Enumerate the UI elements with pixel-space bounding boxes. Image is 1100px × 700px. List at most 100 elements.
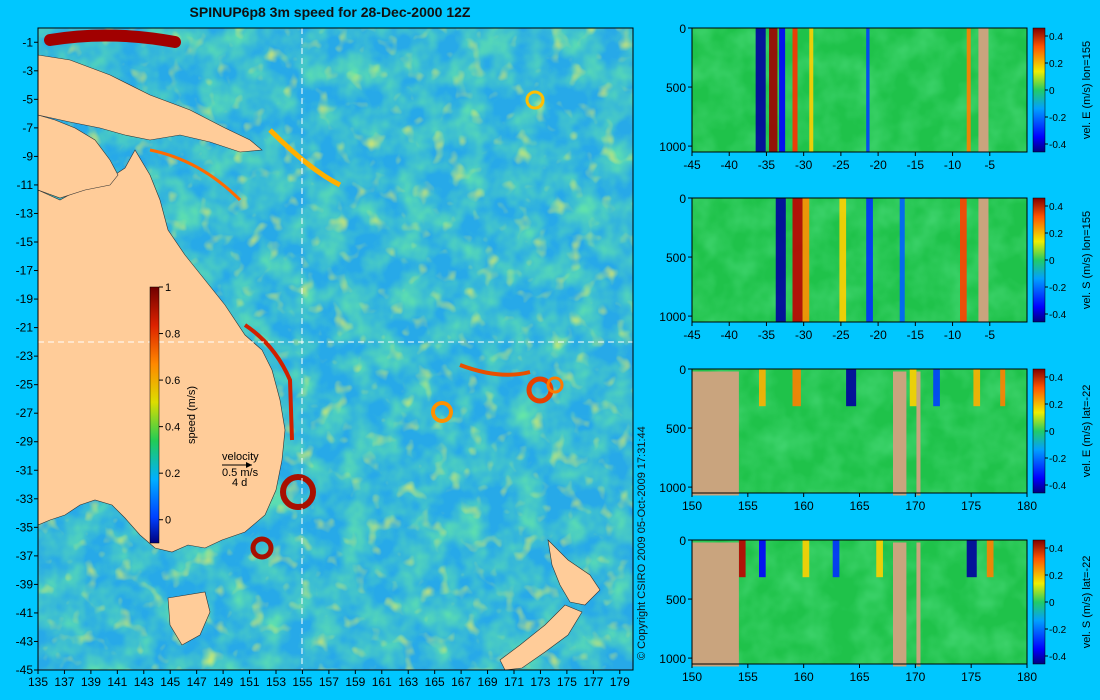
eddy-6 — [525, 90, 545, 110]
map-x-tick-label: 137 — [54, 675, 74, 689]
map-x-tick-label: 149 — [213, 675, 233, 689]
section-feature — [832, 540, 840, 578]
map-x-tick-label: 139 — [81, 675, 101, 689]
section-land — [978, 28, 989, 152]
section-colorbar-tick-label: -0.4 — [1049, 140, 1067, 151]
section-colorbar-label: vel. E (m/s) lat=-22 — [1081, 385, 1093, 478]
land-new-zealand-north — [547, 539, 601, 606]
land-tasmania — [167, 591, 211, 646]
speed-colorbar-tick-label: 0.4 — [165, 422, 180, 434]
section-x-tick-label: -20 — [869, 328, 887, 342]
section-feature — [966, 540, 977, 578]
velocity-key-speed: 0.5 m/s — [222, 467, 259, 479]
map-y-tick-label: -7 — [22, 121, 33, 135]
land-australia — [37, 149, 286, 553]
section-x-tick-label: 160 — [794, 670, 814, 684]
section-colorbar — [1032, 368, 1046, 494]
copyright-text: © Copyright CSIRO 2009 05-Oct-2009 17:31… — [636, 426, 648, 660]
section-x-tick-label: -10 — [944, 158, 962, 172]
map-y-tick-label: -39 — [16, 577, 34, 591]
section-frame — [691, 197, 1028, 323]
section-x-tick-label: 150 — [682, 670, 702, 684]
map-y-tick-label: -11 — [17, 178, 34, 192]
map-x-tick-label: 159 — [345, 675, 365, 689]
section-x-tick-label: 155 — [738, 670, 758, 684]
section-feature — [775, 198, 786, 322]
map-frame — [37, 27, 634, 671]
section-colorbar — [1032, 27, 1046, 153]
map-y-tick-label: -13 — [16, 206, 34, 220]
section-colorbar-tick-label: 0 — [1049, 427, 1055, 438]
current-eac — [243, 323, 294, 441]
section-feature — [960, 198, 967, 322]
map-x-tick-label: 163 — [398, 675, 418, 689]
section-y-tick-label: 0 — [679, 22, 686, 36]
section-colorbar-tick-label: 0 — [1049, 256, 1055, 267]
map-axes: 135 137 139 141 143 145 147 149 151 153 155 157 159 1… — [16, 35, 630, 689]
section-x-tick-label: 170 — [905, 499, 925, 513]
section-x-tick-label: -10 — [944, 328, 962, 342]
section-x-tick-label: 180 — [1017, 670, 1037, 684]
velocity-key-interval: 4 d — [232, 477, 247, 489]
section-panel-4: 150 155 160 165 170 175 180 0 500 1000 0.4 0.2 0 -0.2… — [659, 534, 1093, 684]
section-panel-1: -45 -40 -35 -30 -25 -20 -15 -10 -5 0 500 1000 0.4 0.2… — [659, 22, 1093, 172]
section-colorbar-tick-label: -0.2 — [1049, 454, 1067, 465]
section-frame — [691, 27, 1028, 153]
section-feature — [866, 198, 873, 322]
section-y-tick-label: 500 — [666, 251, 686, 265]
section-feature — [792, 28, 798, 152]
section-x-tick-label: 180 — [1017, 499, 1037, 513]
map-y-tick-label: -15 — [16, 235, 34, 249]
section-colorbar-label: vel. E (m/s) lon=155 — [1081, 41, 1093, 139]
section-feature — [779, 28, 786, 152]
section-colorbar-tick-label: 0.2 — [1049, 571, 1063, 582]
map-y-tick-label: -23 — [16, 349, 34, 363]
section-x-tick-label: -30 — [795, 328, 813, 342]
section-land — [692, 542, 739, 667]
speed-colorbar-tick-label: 0.8 — [165, 329, 180, 341]
map-y-tick-label: -25 — [16, 378, 34, 392]
section-colorbar — [1032, 539, 1046, 665]
speed-colorbar-tick-label: 0.6 — [165, 375, 180, 387]
section-y-tick-label: 500 — [666, 422, 686, 436]
section-colorbar-tick-label: -0.2 — [1049, 283, 1067, 294]
section-feature — [759, 540, 766, 578]
map-x-tick-label: 175 — [557, 675, 577, 689]
map-y-tick-label: -35 — [16, 520, 34, 534]
section-feature — [802, 540, 810, 578]
section-x-tick-label: -15 — [907, 328, 925, 342]
section-feature — [876, 540, 883, 578]
map-y-tick-label: -41 — [16, 606, 34, 620]
section-colorbar-label: vel. S (m/s) lat=-22 — [1081, 556, 1093, 649]
section-land — [916, 371, 921, 496]
speed-colorbar-ticks: 0 0.2 0.4 0.6 0.8 1 — [159, 282, 180, 527]
section-x-tick-label: -35 — [758, 158, 776, 172]
map-x-tick-label: 147 — [187, 675, 207, 689]
section-feature — [755, 28, 766, 152]
eddy-2 — [250, 536, 274, 560]
map-x-tick-label: 161 — [372, 675, 392, 689]
map-x-tick-label: 145 — [160, 675, 180, 689]
map-y-tick-label: -33 — [16, 492, 34, 506]
map-y-tick-label: -3 — [22, 64, 33, 78]
section-x-tick-label: -5 — [984, 158, 995, 172]
section-colorbar-tick-label: 0.4 — [1049, 373, 1063, 384]
section-y-tick-label: 500 — [666, 81, 686, 95]
section-feature — [866, 28, 870, 152]
map-x-tick-label: 135 — [28, 675, 48, 689]
map-y-tick-label: -45 — [16, 663, 34, 677]
section-x-tick-label: -25 — [832, 158, 850, 172]
section-y-tick-label: 1000 — [659, 652, 686, 666]
section-land — [893, 542, 907, 667]
section-x-tick-label: 170 — [905, 670, 925, 684]
map-x-tick-label: 157 — [319, 675, 339, 689]
map-x-tick-label: 155 — [292, 675, 312, 689]
current-jet — [149, 148, 242, 202]
section-y-tick-label: 500 — [666, 593, 686, 607]
land-cape-york — [37, 114, 119, 199]
section-colorbar-tick-label: 0.4 — [1049, 202, 1063, 213]
section-land — [916, 542, 921, 667]
section-feature — [933, 369, 940, 407]
section-colorbar-tick-label: -0.4 — [1049, 310, 1067, 321]
